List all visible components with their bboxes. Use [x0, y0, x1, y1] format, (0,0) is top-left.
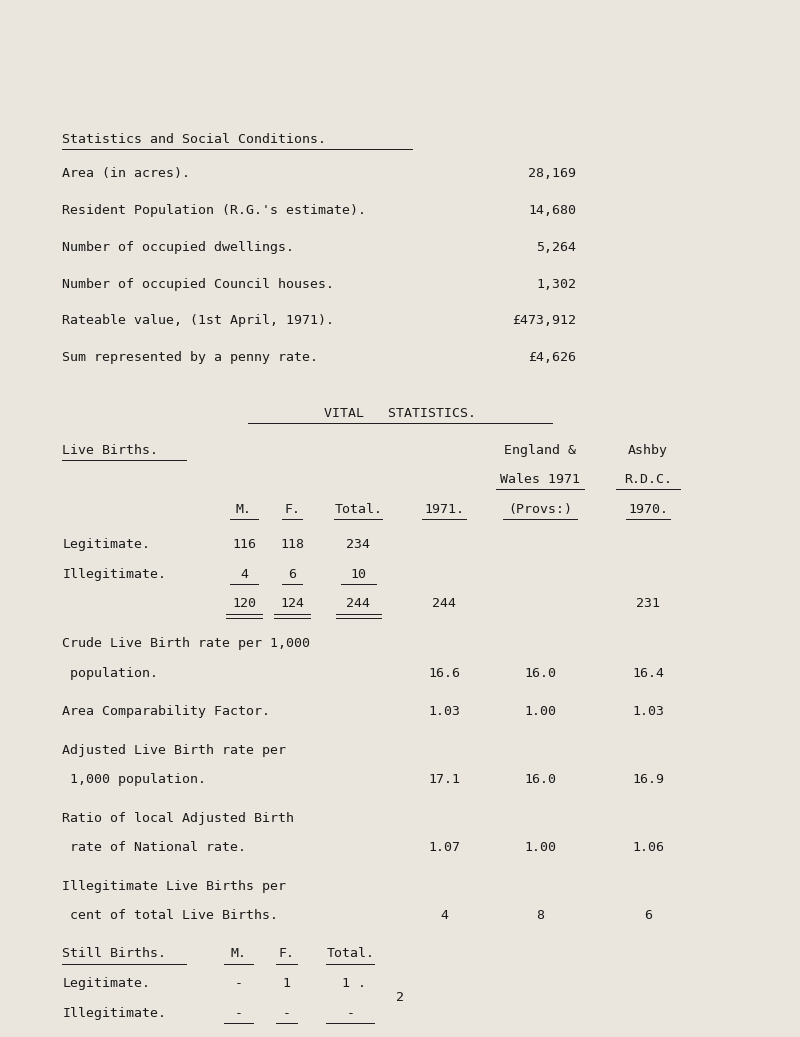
Text: -: - [282, 1007, 290, 1019]
Text: cent of total Live Births.: cent of total Live Births. [62, 909, 278, 922]
Text: 244: 244 [432, 597, 456, 610]
Text: Statistics and Social Conditions.: Statistics and Social Conditions. [62, 133, 326, 146]
Text: Number of occupied dwellings.: Number of occupied dwellings. [62, 241, 294, 254]
Text: Crude Live Birth rate per 1,000: Crude Live Birth rate per 1,000 [62, 637, 310, 650]
Text: Ratio of local Adjusted Birth: Ratio of local Adjusted Birth [62, 812, 294, 824]
Text: 1.00: 1.00 [524, 841, 556, 854]
Text: Rateable value, (1st April, 1971).: Rateable value, (1st April, 1971). [62, 314, 334, 328]
Text: Area Comparability Factor.: Area Comparability Factor. [62, 705, 270, 719]
Text: 231: 231 [636, 597, 660, 610]
Text: Sum represented by a penny rate.: Sum represented by a penny rate. [62, 352, 318, 364]
Text: England &: England & [504, 444, 576, 456]
Text: -: - [234, 977, 242, 990]
Text: 1.07: 1.07 [428, 841, 460, 854]
Text: 8: 8 [536, 909, 544, 922]
Text: 1,000 population.: 1,000 population. [62, 774, 206, 786]
Text: Resident Population (R.G.'s estimate).: Resident Population (R.G.'s estimate). [62, 203, 366, 217]
Text: 4: 4 [240, 567, 248, 581]
Text: M.: M. [230, 948, 246, 960]
Text: 234: 234 [346, 538, 370, 551]
Text: Illegitimate.: Illegitimate. [62, 1007, 166, 1019]
Text: Ashby: Ashby [628, 444, 668, 456]
Text: Total.: Total. [334, 503, 382, 515]
Text: Area (in acres).: Area (in acres). [62, 167, 190, 179]
Text: -: - [346, 1007, 354, 1019]
Text: £4,626: £4,626 [528, 352, 576, 364]
Text: F.: F. [278, 948, 294, 960]
Text: 1.06: 1.06 [632, 841, 664, 854]
Text: Illegitimate.: Illegitimate. [62, 567, 166, 581]
Text: R.D.C.: R.D.C. [624, 473, 672, 486]
Text: 120: 120 [232, 597, 256, 610]
Text: Wales 1971: Wales 1971 [500, 473, 580, 486]
Text: 1.03: 1.03 [428, 705, 460, 719]
Text: 16.0: 16.0 [524, 667, 556, 679]
Text: 1.00: 1.00 [524, 705, 556, 719]
Text: 118: 118 [280, 538, 304, 551]
Text: £473,912: £473,912 [512, 314, 576, 328]
Text: -: - [234, 1007, 242, 1019]
Text: population.: population. [62, 667, 158, 679]
Text: 6: 6 [288, 567, 296, 581]
Text: Legitimate.: Legitimate. [62, 538, 150, 551]
Text: 28,169: 28,169 [528, 167, 576, 179]
Text: 14,680: 14,680 [528, 203, 576, 217]
Text: 124: 124 [280, 597, 304, 610]
Text: Total.: Total. [326, 948, 374, 960]
Text: Adjusted Live Birth rate per: Adjusted Live Birth rate per [62, 744, 286, 757]
Text: VITAL   STATISTICS.: VITAL STATISTICS. [324, 407, 476, 420]
Text: 16.9: 16.9 [632, 774, 664, 786]
Text: 1,302: 1,302 [536, 278, 576, 290]
Text: 5,264: 5,264 [536, 241, 576, 254]
Text: 6: 6 [644, 909, 652, 922]
Text: 1.03: 1.03 [632, 705, 664, 719]
Text: 10: 10 [350, 567, 366, 581]
Text: 16.4: 16.4 [632, 667, 664, 679]
Text: 17.1: 17.1 [428, 774, 460, 786]
Text: 1: 1 [282, 977, 290, 990]
Text: 16.0: 16.0 [524, 774, 556, 786]
Text: F.: F. [284, 503, 300, 515]
Text: 1970.: 1970. [628, 503, 668, 515]
Text: Illegitimate Live Births per: Illegitimate Live Births per [62, 879, 286, 893]
Text: rate of National rate.: rate of National rate. [62, 841, 246, 854]
Text: 1 .: 1 . [334, 977, 366, 990]
Text: 16.6: 16.6 [428, 667, 460, 679]
Text: Still Births.: Still Births. [62, 948, 166, 960]
Text: M.: M. [236, 503, 252, 515]
Text: 4: 4 [440, 909, 448, 922]
Text: 244: 244 [346, 597, 370, 610]
Text: Live Births.: Live Births. [62, 444, 158, 456]
Text: 116: 116 [232, 538, 256, 551]
Text: 1971.: 1971. [424, 503, 464, 515]
Text: Number of occupied Council houses.: Number of occupied Council houses. [62, 278, 334, 290]
Text: 2: 2 [396, 990, 404, 1004]
Text: Legitimate.: Legitimate. [62, 977, 150, 990]
Text: (Provs:): (Provs:) [508, 503, 572, 515]
